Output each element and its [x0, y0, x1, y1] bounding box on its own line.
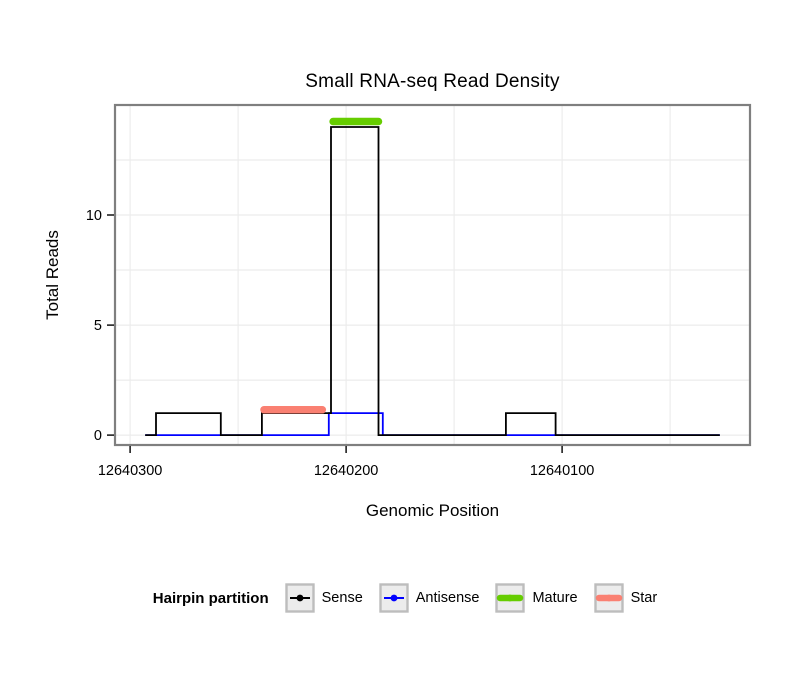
legend-items: Sense Antisense Mature Star	[284, 583, 658, 613]
legend-item-sense: Sense	[284, 583, 363, 613]
legend-key-antisense-icon	[379, 583, 409, 613]
legend-item-antisense: Antisense	[379, 583, 480, 613]
legend-item-mature: Mature	[495, 583, 578, 613]
y-tick-label: 10	[86, 208, 102, 224]
series-antisense-line	[145, 412, 720, 437]
chart-title: Small RNA-seq Read Density	[305, 71, 560, 92]
legend-title: Hairpin partition	[152, 589, 269, 607]
panel-border	[113, 103, 752, 447]
legend-item-label: Star	[630, 590, 658, 606]
x-tick-label: 12640100	[530, 463, 595, 479]
legend-key-mature-icon	[495, 583, 526, 613]
legend: Hairpin partition Sense Antisense Mature St…	[0, 580, 810, 616]
y-tick-label: 5	[94, 318, 102, 334]
legend-item-label: Mature	[532, 590, 578, 606]
legend-key-sense-icon	[284, 583, 315, 613]
y-axis-label: Total Reads	[43, 230, 62, 320]
legend-item-label: Antisense	[415, 590, 480, 606]
legend-key-star-icon	[593, 583, 624, 613]
legend-item-star: Star	[593, 583, 658, 613]
x-tick-label: 12640200	[314, 463, 379, 479]
legend-item-label: Sense	[321, 590, 363, 606]
x-tick-label: 12640300	[98, 463, 163, 479]
y-tick-label: 0	[94, 428, 102, 444]
plot-panel: 12640300 12640200 12640100 0 5 10	[86, 103, 752, 479]
x-axis-label: Genomic Position	[365, 501, 500, 520]
series-sense-line	[145, 126, 720, 437]
